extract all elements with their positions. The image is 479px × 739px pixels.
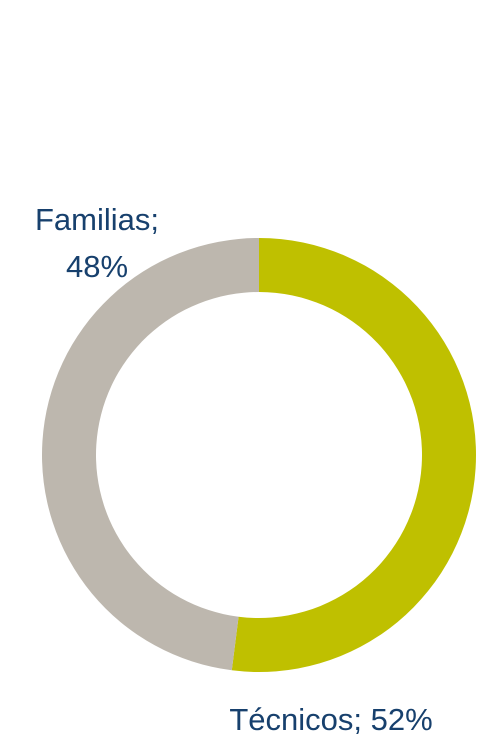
data-label: Familias; 48% [35,202,159,284]
donut-slice [231,238,476,673]
data-label-line: Familias; [35,202,159,237]
donut-slice [41,238,259,671]
data-label: Técnicos; 52% [229,702,432,737]
data-label-line: 48% [66,249,128,284]
